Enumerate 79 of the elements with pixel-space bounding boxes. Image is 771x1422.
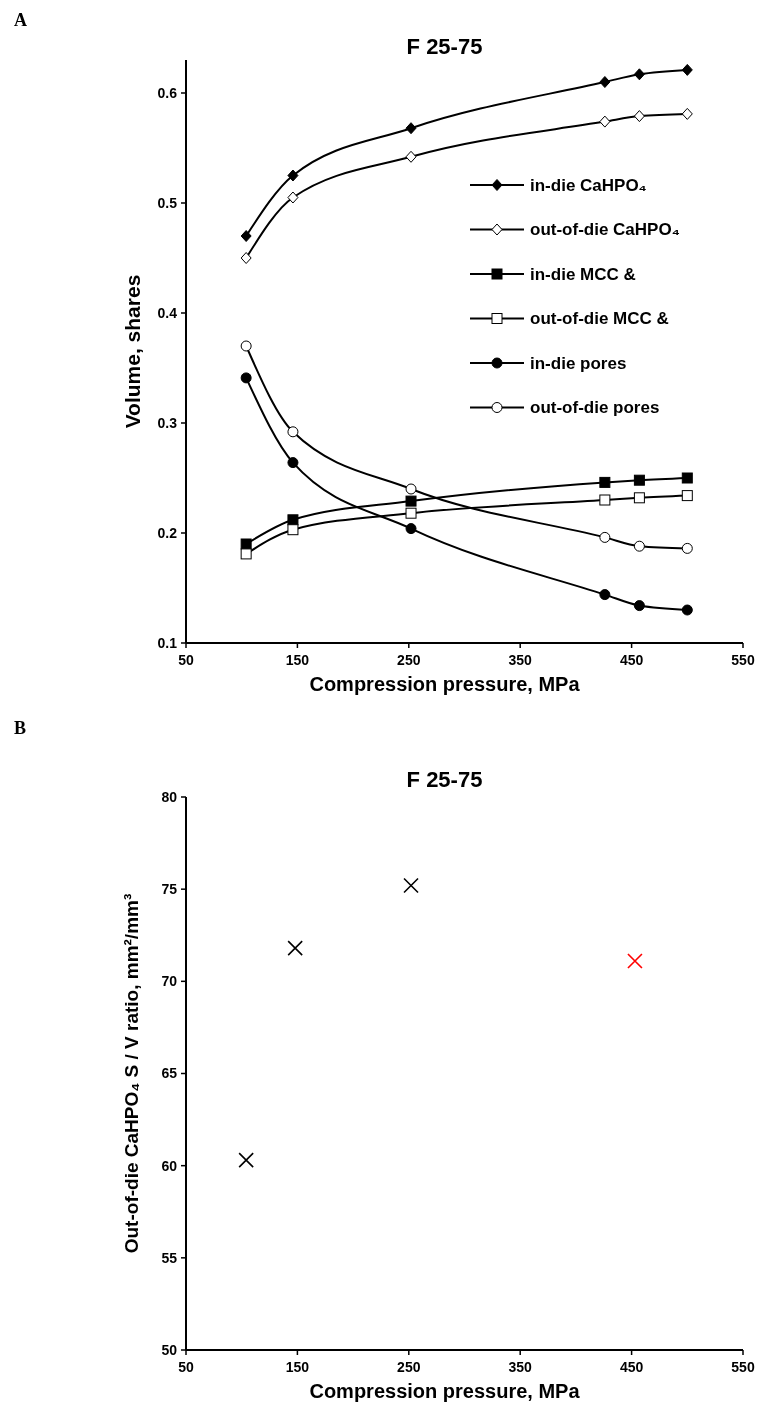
point: [681, 490, 693, 502]
y-axis-title: Out-of-die CaHPO₄ S / V ratio, mm²/mm³: [121, 893, 142, 1254]
legend-label: out-of-die MCC &: [530, 309, 669, 329]
chart-title: F 25-75: [406, 767, 483, 792]
point: [405, 122, 417, 135]
point: [403, 877, 419, 894]
point: [240, 252, 252, 264]
point: [287, 457, 299, 469]
y-tick-label: 70: [161, 973, 178, 990]
x-tick-label: 250: [397, 1359, 421, 1375]
y-tick-label: 80: [161, 788, 178, 805]
y-tick-label: 0.3: [157, 414, 178, 431]
point: [599, 76, 611, 88]
y-tick-label: 0.4: [157, 304, 178, 321]
point: [238, 1152, 254, 1168]
point: [681, 472, 693, 484]
point: [599, 494, 611, 506]
legend-label: out-of-die CaHPO₄: [530, 220, 680, 240]
point: [287, 940, 303, 956]
point: [240, 230, 252, 242]
x-tick-label: 550: [731, 1359, 755, 1375]
x-tick-label: 450: [619, 652, 644, 668]
point: [599, 115, 611, 128]
point: [405, 523, 417, 535]
y-tick-label: 50: [161, 1341, 178, 1358]
legend-label: in-die CaHPO₄: [530, 175, 647, 195]
y-tick-label: 75: [161, 881, 178, 898]
point: [287, 426, 299, 438]
x-tick-label: 250: [397, 652, 421, 668]
x-tick-label: 350: [508, 652, 533, 668]
point: [599, 476, 611, 488]
point: [633, 600, 645, 612]
point: [599, 589, 611, 601]
point: [287, 514, 299, 526]
y-tick-label: 55: [161, 1249, 178, 1266]
legend-label: out-of-die pores: [530, 398, 660, 418]
x-tick-label: 350: [508, 1359, 533, 1375]
point: [405, 150, 417, 163]
point: [633, 68, 645, 81]
point: [287, 524, 299, 536]
text: B: [14, 718, 27, 738]
point: [240, 340, 252, 352]
point: [633, 540, 645, 552]
point: [599, 531, 611, 543]
y-tick-label: 60: [161, 1157, 178, 1174]
point: [287, 191, 299, 204]
text: A: [14, 10, 27, 30]
point: [405, 495, 417, 507]
y-axis-title: Volume, shares: [121, 274, 144, 429]
y-tick-label: 0.1: [157, 634, 178, 651]
y-tick-label: 0.5: [157, 194, 178, 211]
point: [240, 548, 252, 560]
y-tick-label: 0.2: [157, 524, 178, 541]
x-tick-label: 150: [285, 652, 310, 668]
x-tick-label: 550: [731, 652, 755, 668]
x-tick-label: 50: [178, 1359, 194, 1375]
point: [627, 953, 643, 969]
y-tick-label: 0.6: [157, 84, 178, 101]
point: [633, 110, 645, 123]
legend-label: in-die MCC &: [530, 264, 636, 284]
point: [633, 492, 645, 504]
point: [681, 63, 693, 76]
point: [405, 483, 417, 495]
point: [405, 507, 417, 519]
x-tick-label: 50: [178, 652, 194, 668]
point: [681, 107, 693, 120]
x-axis-title: Compression pressure, MPa: [309, 1380, 581, 1402]
chart-title: F 25-75: [406, 34, 483, 59]
point: [681, 604, 693, 616]
x-axis-title: Compression pressure, MPa: [309, 673, 581, 695]
x-tick-label: 450: [619, 1359, 644, 1375]
y-tick-label: 65: [161, 1065, 178, 1082]
point: [681, 542, 693, 554]
legend-label: in-die pores: [530, 353, 627, 373]
point: [240, 538, 252, 550]
point: [240, 372, 252, 384]
point: [287, 169, 299, 182]
point: [633, 474, 645, 486]
x-tick-label: 150: [285, 1359, 310, 1375]
